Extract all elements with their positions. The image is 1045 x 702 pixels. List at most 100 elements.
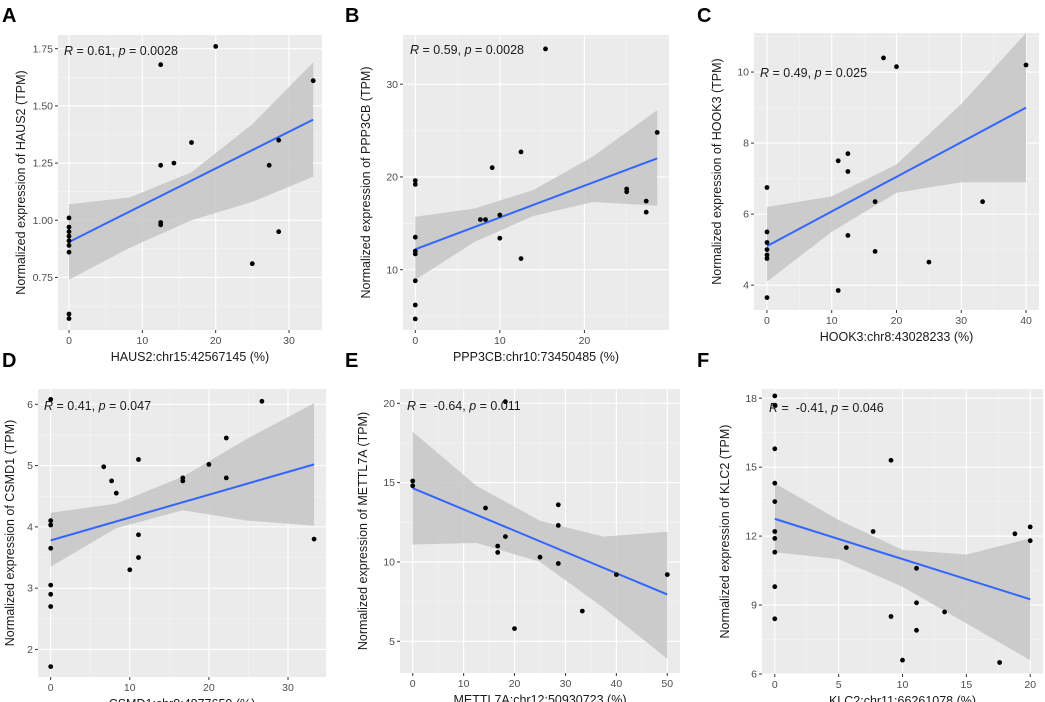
x-axis-title: HOOK3:chr8:43028233 (%) [820,330,974,344]
data-point [555,523,561,528]
data-point [997,660,1002,665]
annotation-part: = 0.49, [769,66,815,80]
y-tick-label: 1.25 [33,158,54,170]
data-point [158,162,164,168]
x-tick-label: 10 [826,315,838,327]
data-point [503,399,508,405]
x-tick-label: 20 [579,335,591,347]
data-point [772,446,778,452]
data-point [412,316,418,322]
x-axis-title: HAUS2:chr15:42567145 (%) [111,350,269,364]
data-point [113,490,119,496]
data-point [48,522,54,528]
panel-B: 0 10 20 10 20 30 PPP3CB:chr10:73450485 (%) Norm… [345,5,669,364]
x-tick-label: 5 [836,679,842,691]
x-tick-label: 10 [136,335,148,347]
y-tick-label: 6 [27,399,33,411]
y-tick-label: 15 [383,477,395,489]
data-point [664,572,670,577]
y-tick-label: 10 [386,264,398,276]
y-axis-title: Normalized expression of HAUS2 (TPM) [14,70,28,294]
data-point [489,165,495,171]
panel-letter: E [345,350,358,372]
data-point [894,64,899,70]
data-point [497,212,503,218]
regression-line [50,463,315,542]
x-tick-label: 10 [124,682,136,694]
annotation-part: R [760,66,769,80]
y-tick-label: 20 [386,172,398,184]
x-tick-label: 0 [48,682,54,694]
data-point [412,182,418,187]
data-point [579,608,585,614]
data-point [772,480,778,486]
data-point [772,393,778,399]
data-point [772,536,778,541]
data-point [127,567,133,573]
panel-letter: D [2,350,16,372]
data-point [276,137,282,143]
data-point [942,609,947,615]
y-tick-label: 5 [27,460,33,472]
data-point [48,545,54,551]
correlation-annotation: R = 0.41, p = 0.047 [44,399,151,413]
data-point [845,233,851,238]
y-tick-label: 1.75 [33,43,54,55]
data-point [772,549,778,555]
y-tick-label: 20 [383,398,395,410]
correlation-annotation: R = -0.41, p = 0.046 [769,401,884,415]
data-point [888,614,894,619]
data-point [136,532,141,538]
data-point [643,209,649,215]
data-point [412,278,418,284]
data-point [259,398,265,404]
x-tick-label: 0 [764,315,770,327]
confidence-band [774,483,1031,661]
data-point [136,555,141,560]
data-point [48,518,54,524]
x-tick-label: 0 [410,678,416,690]
x-tick-label: 40 [611,678,623,690]
data-point [48,397,54,402]
y-axis-title: Normalized expression of CSMD1 (TPM) [3,420,17,646]
y-tick-label: 10 [383,557,395,569]
data-point [495,543,501,549]
panel-letter: C [697,5,711,27]
data-point [158,62,164,68]
data-point [543,46,548,52]
data-point [66,238,72,244]
annotation-part: = 0.025 [822,66,868,80]
data-point [412,178,418,184]
y-tick-label: 15 [745,462,757,474]
y-tick-label: 6 [743,209,749,221]
data-point [311,536,317,542]
y-tick-label: 1.00 [33,215,54,227]
annotation-part: p [118,44,126,58]
confidence-band [412,431,668,659]
y-tick-label: 4 [743,280,749,292]
panel-letter: F [697,350,709,372]
y-axis-title: Normalized expression of HOOK3 (TPM) [710,58,724,284]
data-point [66,243,72,248]
data-point [512,626,517,631]
data-point [66,249,72,255]
data-point [48,604,54,609]
data-point [171,160,177,166]
data-point [888,457,894,463]
regression-line [414,157,658,251]
data-point [555,502,561,508]
data-point [845,151,851,157]
annotation-part: = 0.59, [419,43,465,57]
annotation-part: = -0.41, [778,401,831,415]
annotation-part: R [64,44,73,58]
data-point [48,591,54,597]
y-tick-label: 3 [27,583,33,595]
y-tick-label: 10 [737,67,749,79]
data-point [180,478,186,484]
data-point [772,402,778,408]
annotation-part: R [44,399,53,413]
correlation-annotation: R = 0.49, p = 0.025 [760,66,867,80]
x-tick-label: 20 [509,678,521,690]
x-tick-label: 30 [560,678,572,690]
